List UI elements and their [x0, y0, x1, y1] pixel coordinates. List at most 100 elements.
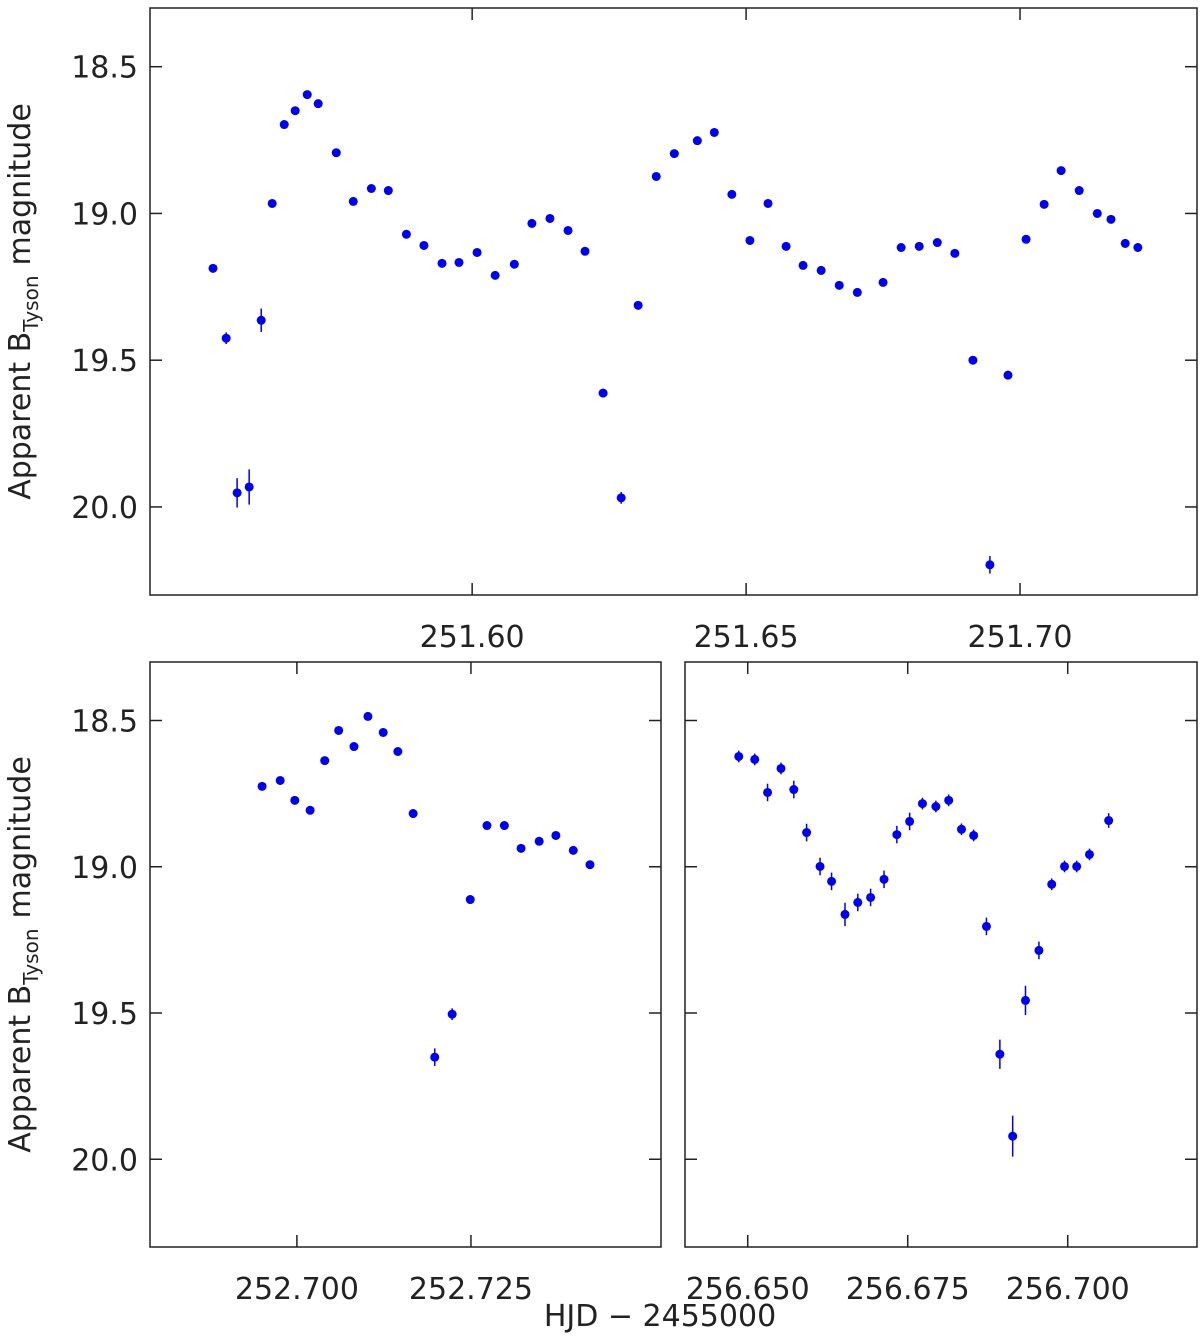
data-point: [878, 277, 888, 287]
plot-frame: [149, 7, 1198, 596]
data-point: [465, 895, 475, 905]
y-tick-label: 20.0: [71, 491, 138, 526]
x-axis-label: HJD − 2455000: [544, 1299, 776, 1334]
data-point: [852, 287, 862, 297]
data-point: [232, 488, 242, 498]
data-point: [815, 861, 825, 871]
y-tick-label: 18.5: [71, 705, 138, 740]
data-point: [1047, 879, 1057, 889]
data-point: [430, 1052, 440, 1062]
data-point: [244, 482, 254, 492]
data-point: [499, 821, 509, 831]
x-tick-label: 256.650: [686, 1272, 810, 1307]
y-axis-label-part: Tyson: [19, 928, 43, 985]
data-point: [781, 241, 791, 251]
y-axis-label-part: magnitude: [3, 756, 38, 918]
data-point: [267, 198, 277, 208]
data-point: [651, 171, 661, 181]
data-point: [437, 258, 447, 268]
data-point: [516, 843, 526, 853]
data-point: [408, 809, 418, 819]
data-point: [734, 751, 744, 761]
y-axis-label-part: Apparent B: [3, 332, 38, 500]
data-point: [892, 830, 902, 840]
data-point: [1084, 849, 1094, 859]
data-point: [1003, 370, 1013, 380]
data-point: [320, 756, 330, 766]
data-point: [334, 725, 344, 735]
data-point: [313, 99, 323, 109]
data-point: [956, 824, 966, 834]
data-point: [290, 106, 300, 116]
data-point: [1092, 208, 1102, 218]
data-point: [490, 270, 500, 280]
data-point: [208, 263, 218, 273]
data-point: [279, 120, 289, 130]
data-point: [302, 90, 312, 100]
data-point: [968, 355, 978, 365]
data-point: [985, 560, 995, 570]
data-point: [840, 909, 850, 919]
data-point: [534, 836, 544, 846]
data-point: [633, 300, 643, 310]
data-point: [419, 240, 429, 250]
data-point: [1074, 186, 1084, 196]
data-point: [527, 218, 537, 228]
data-point: [393, 747, 403, 757]
x-tick-label: 256.675: [846, 1272, 970, 1307]
data-point: [598, 388, 608, 398]
data-point: [568, 845, 578, 855]
data-point: [669, 149, 679, 159]
x-tick-label: 251.70: [968, 620, 1073, 655]
data-point: [331, 148, 341, 158]
data-point: [1008, 1131, 1018, 1141]
data-point: [447, 1009, 457, 1019]
data-point: [1120, 238, 1130, 248]
data-point: [692, 136, 702, 146]
x-tick-label: 256.700: [1006, 1272, 1130, 1307]
x-tick-label: 251.65: [694, 620, 799, 655]
data-point: [221, 333, 231, 343]
data-point: [454, 257, 464, 267]
data-point: [727, 189, 737, 199]
x-tick-label: 252.725: [409, 1272, 533, 1307]
data-point: [585, 860, 595, 870]
data-point: [482, 821, 492, 831]
data-point: [798, 260, 808, 270]
data-point: [879, 874, 889, 884]
data-point: [932, 238, 942, 248]
data-point: [776, 763, 786, 773]
data-point: [789, 785, 799, 795]
data-point: [896, 242, 906, 252]
data-point: [551, 830, 561, 840]
y-tick-label: 19.5: [71, 344, 138, 379]
data-point: [981, 921, 991, 931]
data-point: [363, 711, 373, 721]
data-point: [709, 127, 719, 137]
data-point: [401, 229, 411, 239]
data-point: [763, 198, 773, 208]
data-point: [802, 828, 812, 838]
data-point: [305, 805, 315, 815]
data-point: [816, 265, 826, 275]
data-point: [366, 184, 376, 194]
y-axis-label-part: Apparent B: [3, 985, 38, 1153]
data-point: [745, 235, 755, 245]
data-point: [349, 742, 359, 752]
y-axis-label-part: magnitude: [3, 103, 38, 265]
data-point: [275, 775, 285, 785]
y-tick-label: 19.0: [71, 197, 138, 232]
data-point: [914, 241, 924, 251]
data-point: [1133, 242, 1143, 252]
plot-frame: [684, 661, 1198, 1248]
data-point: [827, 876, 837, 886]
x-tick-label: 251.60: [420, 620, 525, 655]
y-axis-label-part: Tyson: [19, 275, 43, 332]
data-point: [348, 196, 358, 206]
data-point: [1020, 995, 1030, 1005]
data-point: [616, 493, 626, 503]
data-point: [917, 799, 927, 809]
data-point: [1056, 166, 1066, 176]
data-point: [853, 897, 863, 907]
